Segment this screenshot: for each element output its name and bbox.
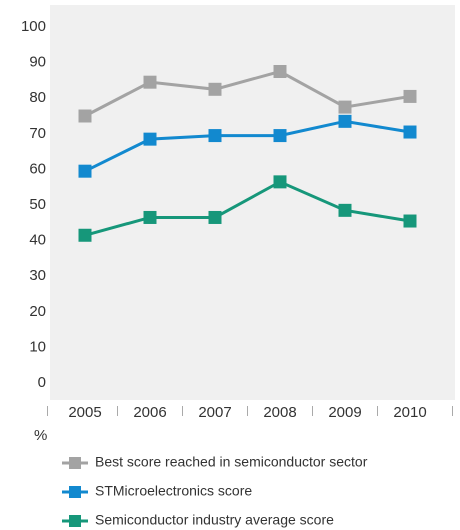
y-tick-label: 40: [29, 232, 46, 249]
point-marker: [78, 164, 92, 178]
series-line: [84, 180, 411, 237]
legend-marker: [69, 515, 81, 527]
y-tick-label: 100: [21, 18, 46, 35]
point-marker: [338, 203, 352, 217]
legend-marker: [69, 486, 81, 498]
x-tick-label: 2009: [328, 404, 361, 421]
point-marker: [78, 228, 92, 242]
point-marker: [338, 114, 352, 128]
legend-label: Semiconductor industry average score: [95, 512, 334, 528]
x-tick-label: 2010: [393, 404, 426, 421]
y-tick-label: 20: [29, 303, 46, 320]
x-tick-label: 2007: [198, 404, 231, 421]
legend-label: STMicroelectronics score: [95, 483, 252, 499]
plot-background: [50, 5, 455, 400]
point-marker: [78, 109, 92, 123]
legend-marker: [69, 457, 81, 469]
x-tick-label: 2008: [263, 404, 296, 421]
y-tick-label: 80: [29, 89, 46, 106]
y-tick-label: 30: [29, 267, 46, 284]
y-tick-label: 70: [29, 125, 46, 142]
y-tick-label: 60: [29, 160, 46, 177]
point-marker: [143, 132, 157, 146]
point-marker: [208, 210, 222, 224]
point-marker: [208, 129, 222, 143]
x-tick-label: 2006: [133, 404, 166, 421]
y-tick-label: 10: [29, 338, 46, 355]
point-marker: [273, 129, 287, 143]
point-marker: [273, 175, 287, 189]
point-marker: [403, 214, 417, 228]
point-marker: [403, 89, 417, 103]
point-marker: [143, 75, 157, 89]
series-line: [84, 69, 411, 118]
point-marker: [273, 65, 287, 78]
y-tick-label: 90: [29, 54, 46, 71]
series-line: [84, 119, 411, 173]
point-marker: [208, 82, 222, 96]
y-tick-label: 50: [29, 196, 46, 213]
point-marker: [403, 125, 417, 139]
x-tick-label: 2005: [68, 404, 101, 421]
point-marker: [338, 100, 352, 114]
y-tick-label: 0: [38, 374, 46, 391]
legend-label: Best score reached in semiconductor sect…: [95, 454, 368, 470]
y-axis-label: %: [34, 427, 47, 444]
point-marker: [143, 210, 157, 224]
